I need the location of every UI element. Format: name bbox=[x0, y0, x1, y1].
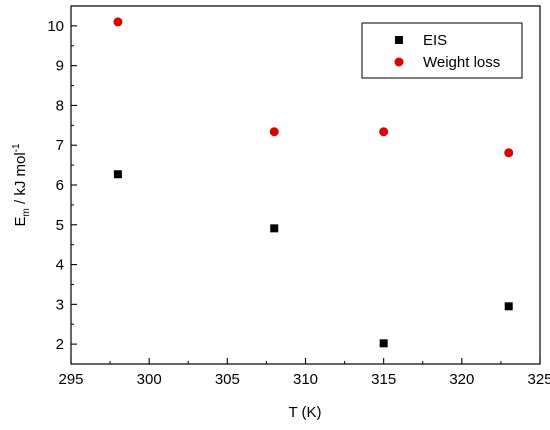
y-tick-label: 4 bbox=[56, 257, 64, 274]
x-axis-title: T (K) bbox=[288, 404, 321, 421]
legend: EIS Weight loss bbox=[361, 22, 523, 79]
data-point-eis bbox=[270, 224, 279, 233]
data-point-eis bbox=[113, 170, 122, 179]
data-point-weight-loss bbox=[269, 127, 279, 137]
y-axis-title-main: E bbox=[12, 217, 29, 227]
y-tick-label: 7 bbox=[56, 137, 64, 154]
x-tick-label: 320 bbox=[449, 371, 474, 388]
x-tick-label: 300 bbox=[137, 371, 162, 388]
legend-label-eis: EIS bbox=[423, 32, 447, 49]
y-axis-title-subscript: m bbox=[21, 208, 32, 216]
y-tick-label: 3 bbox=[56, 296, 64, 313]
y-tick-label: 9 bbox=[56, 58, 64, 75]
x-tick-label: 295 bbox=[58, 371, 83, 388]
y-tick-label: 2 bbox=[56, 336, 64, 353]
x-tick-label: 315 bbox=[371, 371, 396, 388]
data-point-eis bbox=[504, 302, 513, 311]
legend-marker-eis bbox=[395, 36, 403, 44]
x-tick-label: 305 bbox=[215, 371, 240, 388]
data-point-eis bbox=[379, 339, 388, 348]
data-point-weight-loss bbox=[504, 148, 514, 158]
axis-ticks bbox=[70, 25, 541, 365]
data-points bbox=[113, 17, 514, 348]
y-tick-label: 8 bbox=[56, 97, 64, 114]
legend-marker-weight-loss bbox=[394, 57, 404, 67]
y-tick-label: 10 bbox=[47, 18, 64, 35]
y-axis-title: Em / kJ mol-1 bbox=[11, 143, 32, 227]
data-point-weight-loss bbox=[379, 127, 389, 137]
legend-box bbox=[361, 22, 523, 79]
y-axis-title-superscript: -1 bbox=[11, 143, 22, 152]
x-tick-label: 310 bbox=[293, 371, 318, 388]
axis-tick-labels: 295 300 305 310 315 320 325 2 3 4 5 6 7 8 9 10 bbox=[47, 18, 550, 388]
y-axis-title-rest: / kJ mol bbox=[12, 152, 29, 208]
y-tick-label: 6 bbox=[56, 177, 64, 194]
x-tick-label: 325 bbox=[527, 371, 550, 388]
data-point-weight-loss bbox=[113, 17, 123, 27]
legend-label-weight-loss: Weight loss bbox=[423, 54, 500, 71]
y-tick-label: 5 bbox=[56, 217, 64, 234]
